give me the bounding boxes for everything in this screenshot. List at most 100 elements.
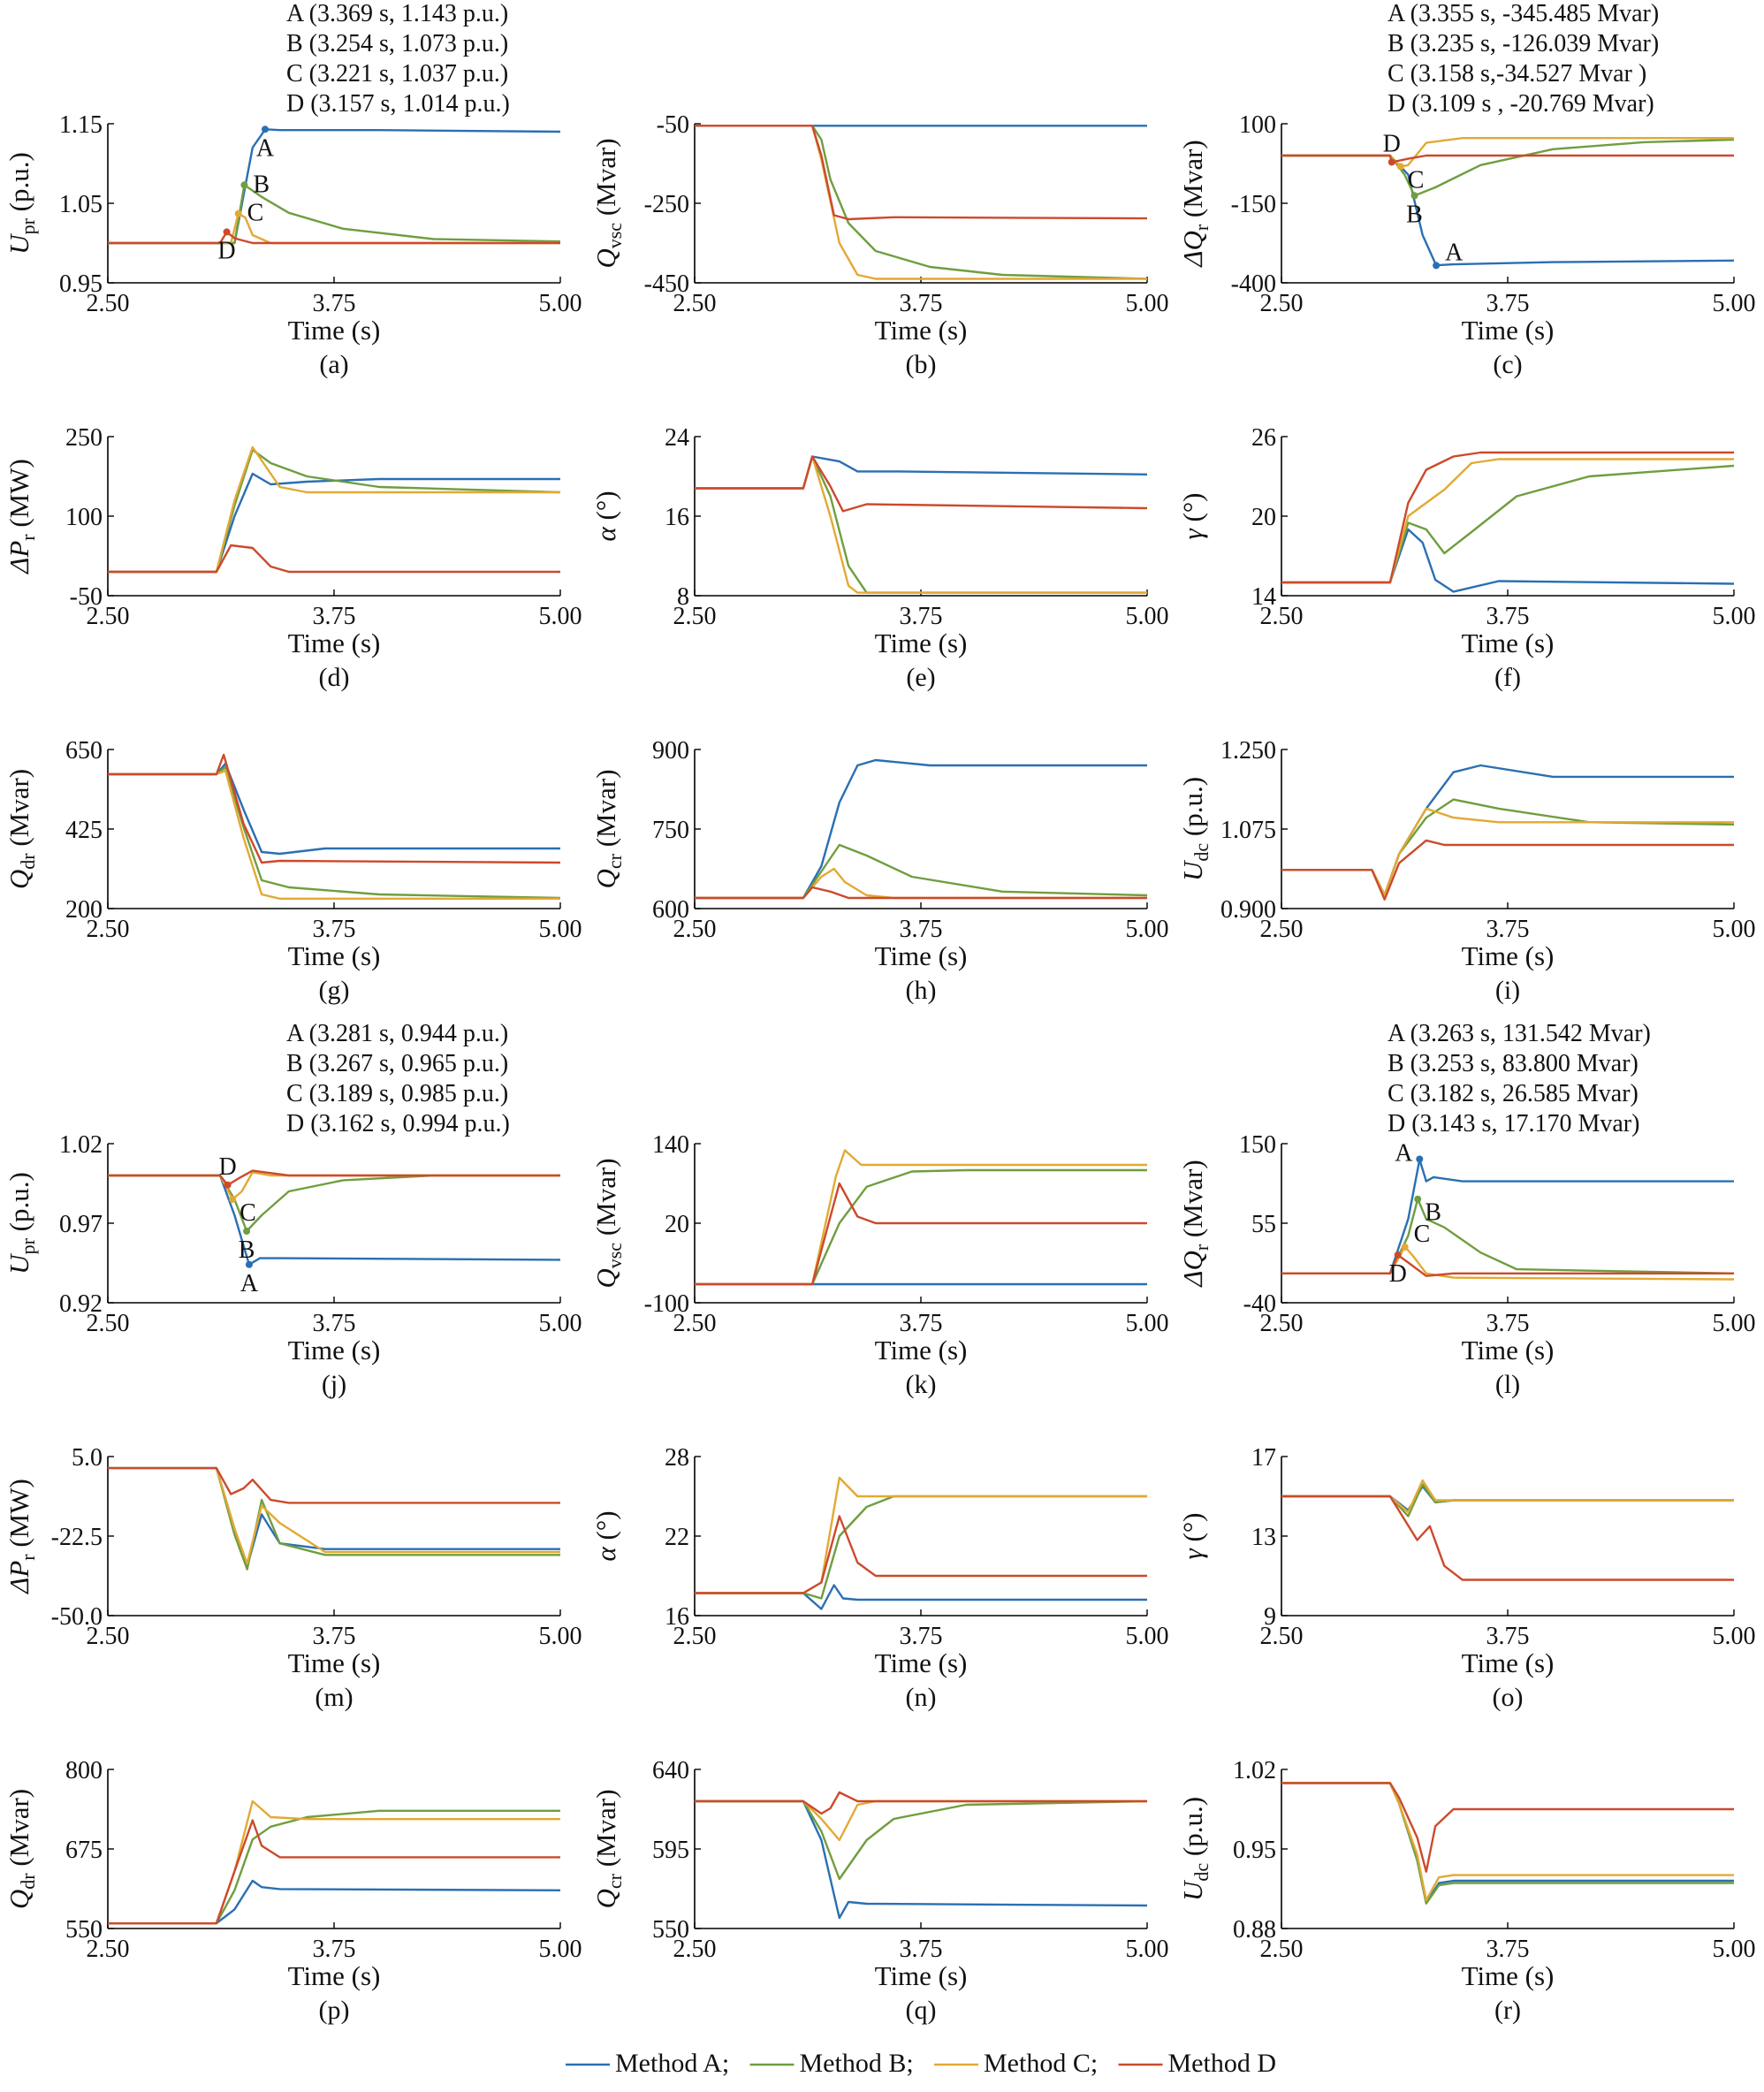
series-line-method-c [1281, 807, 1734, 896]
y-tick-label: 16 [665, 1603, 689, 1631]
x-tick-label: 5.00 [1126, 1623, 1169, 1650]
series-line-method-c [108, 212, 560, 245]
x-tick-label: 3.75 [1486, 603, 1530, 630]
panel-label: (f) [1494, 663, 1521, 692]
series-line-method-c [108, 1799, 560, 1925]
x-axis-label: Time (s) [1462, 315, 1555, 346]
y-tick-label: 1.250 [1220, 737, 1276, 765]
y-axis-label: ΔPr (MW) [4, 459, 39, 575]
x-axis-label: Time (s) [288, 940, 381, 971]
series-line-method-b [1281, 798, 1735, 896]
series-line-method-d [695, 455, 1148, 513]
series-line-method-b [1281, 138, 1735, 197]
x-tick-label: 3.75 [900, 1936, 943, 1963]
x-tick-label: 2.50 [673, 603, 717, 630]
series-line-method-c [108, 1466, 560, 1565]
y-axis-label: Qdr (Mvar) [4, 1789, 39, 1909]
y-tick-label: 750 [652, 817, 689, 844]
y-tick-label: 17 [1251, 1444, 1276, 1472]
y-axis-label: Udc (p.u.) [1177, 1797, 1213, 1901]
annotation-line: B (3.267 s, 0.965 p.u.) [286, 1050, 508, 1077]
y-axis-label: ΔQr (Mvar) [1177, 1160, 1213, 1288]
marker-point-c [229, 1196, 237, 1203]
x-tick-label: 3.75 [313, 916, 356, 943]
y-axis-label: γ (°) [1177, 1512, 1208, 1559]
panel-label: (d) [319, 663, 350, 692]
y-tick-label: -50.0 [51, 1603, 103, 1631]
marker-point-b [1414, 1195, 1422, 1203]
series-line-method-b [1281, 1198, 1735, 1274]
x-tick-label: 3.75 [900, 1623, 943, 1650]
series-line-method-b [108, 184, 561, 245]
series-line-method-a [1281, 1158, 1734, 1274]
y-tick-label: 140 [652, 1131, 689, 1159]
x-axis-label: Time (s) [1462, 940, 1555, 971]
x-axis-label: Time (s) [875, 940, 968, 971]
series-line-method-d [108, 753, 561, 864]
annotation-line: D (3.143 s, 17.170 Mvar) [1388, 1110, 1639, 1137]
y-tick-label: 1.02 [59, 1131, 103, 1159]
series-line-method-d [108, 544, 560, 574]
marker-point-d [1394, 1251, 1402, 1259]
panel-label: (r) [1494, 1996, 1521, 2025]
x-tick-label: 5.00 [1126, 1936, 1169, 1963]
y-axis-label: Upr (p.u.) [4, 152, 39, 255]
y-tick-label: 0.88 [1233, 1916, 1276, 1944]
marker-point-b [1410, 192, 1418, 200]
x-tick-label: 5.00 [1713, 603, 1756, 630]
annotation-line: A (3.281 s, 0.944 p.u.) [286, 1020, 508, 1047]
y-tick-label: 0.900 [1220, 896, 1276, 924]
series-line-method-a [1281, 1485, 1734, 1511]
x-tick-label: 2.50 [87, 290, 130, 317]
series-line-method-a [108, 762, 560, 856]
y-tick-label: 1.075 [1220, 817, 1276, 844]
legend-label-method-d: Method D [1168, 2049, 1277, 2078]
x-tick-label: 5.00 [539, 916, 582, 943]
series-line-method-a [108, 472, 560, 574]
series-line-method-d [1281, 1495, 1734, 1581]
x-tick-label: 2.50 [87, 1936, 130, 1963]
y-axis-label: α (°) [590, 1510, 621, 1561]
series-line-method-c [695, 455, 1147, 594]
annotation-line: D (3.109 s , -20.769 Mvar) [1388, 90, 1654, 118]
annotation-line: B (3.253 s, 83.800 Mvar) [1388, 1050, 1639, 1077]
y-tick-label: 200 [65, 896, 103, 924]
marker-label-d: D [218, 1153, 236, 1181]
series-line-method-a [108, 1174, 561, 1266]
y-tick-label: 550 [652, 1916, 689, 1944]
x-axis-label: Time (s) [875, 1960, 968, 1991]
y-axis-label: Qvsc (Mvar) [590, 1158, 626, 1288]
y-tick-label: 0.92 [59, 1290, 103, 1318]
chart-panel-m: -50.0 -22.5 5.0 2.50 3.75 5.00 Time (s) (m) ΔPr … [4, 1444, 582, 1712]
y-axis-label: Qcr (Mvar) [590, 1789, 626, 1908]
chart-panel-h: 600 750 900 2.50 3.75 5.00 Time (s) (h) Qcr (Mva… [590, 737, 1169, 1005]
series-line-method-a [1281, 1782, 1734, 1904]
marker-label-b: B [1406, 201, 1423, 228]
series-line-method-b [1281, 464, 1735, 584]
x-tick-label: 5.00 [539, 1310, 582, 1337]
x-axis-label: Time (s) [288, 315, 381, 346]
panel-label: (b) [906, 350, 937, 379]
series-line-method-b [1281, 1782, 1734, 1905]
y-tick-label: 900 [652, 737, 689, 765]
series-line-method-b [695, 1799, 1148, 1881]
annotation-line: D (3.157 s, 1.014 p.u.) [286, 90, 510, 118]
marker-point-a [261, 126, 269, 133]
x-tick-label: 3.75 [313, 1623, 356, 1650]
chart-panel-g: 200 425 650 2.50 3.75 5.00 Time (s) (g) Qdr (Mva… [4, 737, 582, 1005]
x-tick-label: 3.75 [1486, 290, 1530, 317]
y-tick-label: 20 [665, 1211, 689, 1238]
y-tick-label: 650 [65, 737, 103, 765]
marker-label-b: B [1425, 1199, 1441, 1227]
marker-label-a: A [256, 134, 275, 162]
y-tick-label: 22 [665, 1524, 689, 1551]
series-line-method-d [1281, 154, 1734, 164]
x-tick-label: 2.50 [87, 603, 130, 630]
annotation-line: C (3.158 s,-34.527 Mvar ) [1388, 60, 1646, 87]
x-tick-label: 5.00 [1126, 603, 1169, 630]
series-line-method-d [1281, 1253, 1734, 1277]
annotation-line: C (3.182 s, 26.585 Mvar) [1388, 1080, 1639, 1107]
chart-panel-a: 0.95 1.05 1.15 2.50 3.75 5.00 Time (s) (a) Upr (… [4, 0, 582, 379]
chart-panel-e: 8 16 24 2.50 3.75 5.00 Time (s) (e) α (°) [590, 424, 1169, 692]
